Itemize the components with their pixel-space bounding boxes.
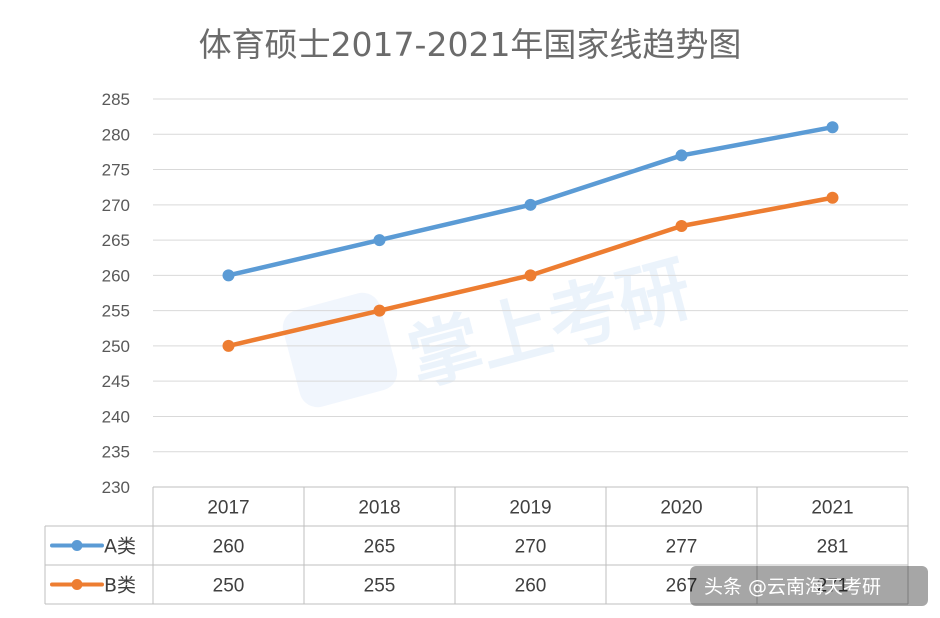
data-table-cell: 260 [213, 537, 245, 558]
credit-overlay: 头条 @云南海天考研 [690, 566, 928, 606]
data-table: 2017 2018 2019 2020 2021 A类 260 265 270 277 281 B类 2… [44, 486, 909, 605]
data-point [675, 149, 688, 162]
y-tick-label: 250 [102, 337, 130, 356]
x-tick-label: 2020 [660, 498, 702, 519]
data-point [373, 304, 386, 317]
chart-title: 体育硕士2017-2021年国家线趋势图 [199, 25, 742, 64]
data-point [524, 269, 537, 282]
legend-label: B类 [104, 575, 136, 597]
y-tick-label: 275 [102, 161, 130, 180]
y-tick-label: 230 [102, 478, 130, 497]
x-tick-label: 2018 [358, 498, 400, 519]
credit-text: 头条 @云南海天考研 [704, 576, 881, 598]
data-table-cell: 267 [666, 576, 698, 597]
y-tick-label: 285 [102, 90, 130, 109]
data-table-cell: 271 [817, 576, 849, 597]
data-point [524, 198, 537, 211]
x-tick-label: 2017 [207, 498, 249, 519]
data-point [826, 191, 839, 204]
y-tick-label: 270 [102, 196, 130, 215]
data-table-cell: 255 [364, 576, 396, 597]
y-tick-label: 245 [102, 372, 130, 391]
data-table-cell: 281 [817, 537, 849, 558]
data-table-cell: 260 [515, 576, 547, 597]
x-tick-label: 2019 [509, 498, 551, 519]
data-point [675, 219, 688, 232]
legend-swatch-marker [71, 579, 83, 590]
data-point [222, 339, 235, 352]
data-table-cell: 270 [515, 537, 547, 558]
y-tick-label: 240 [102, 407, 130, 426]
y-tick-label: 235 [102, 443, 130, 462]
data-table-cell: 277 [666, 537, 698, 558]
data-table-cell: 250 [213, 576, 245, 597]
data-point [826, 121, 839, 134]
data-point [222, 269, 235, 282]
series-group [222, 121, 839, 352]
y-tick-label: 265 [102, 231, 130, 250]
y-axis: 230 235 240 245 250 255 260 265 270 275 280 285 [102, 90, 130, 497]
x-tick-label: 2021 [811, 498, 853, 519]
data-point [373, 234, 386, 247]
legend-swatch-marker [71, 540, 83, 551]
data-table-cell: 265 [364, 537, 396, 558]
watermark: 掌上考研 [282, 246, 700, 408]
y-tick-label: 280 [102, 125, 130, 144]
y-tick-label: 260 [102, 266, 130, 285]
y-tick-label: 255 [102, 302, 130, 321]
legend-label: A类 [104, 536, 136, 558]
